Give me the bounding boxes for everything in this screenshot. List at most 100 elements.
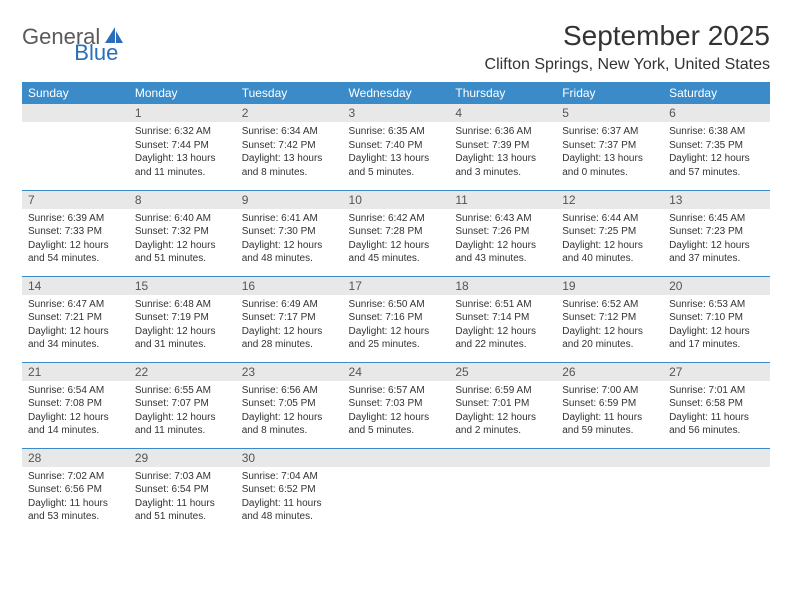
daynum-empty: [556, 449, 663, 467]
calendar-cell: 27Sunrise: 7:01 AMSunset: 6:58 PMDayligh…: [663, 362, 770, 448]
day-details: Sunrise: 6:38 AMSunset: 7:35 PMDaylight:…: [663, 122, 770, 183]
calendar-cell: 30Sunrise: 7:04 AMSunset: 6:52 PMDayligh…: [236, 448, 343, 534]
daylight-text: Daylight: 11 hours and 48 minutes.: [242, 497, 337, 524]
day-number: 20: [663, 277, 770, 295]
day-header: Thursday: [449, 82, 556, 104]
sunrise-text: Sunrise: 6:39 AM: [28, 212, 123, 226]
daylight-text: Daylight: 12 hours and 25 minutes.: [349, 325, 444, 352]
sunrise-text: Sunrise: 6:44 AM: [562, 212, 657, 226]
title-block: September 2025 Clifton Springs, New York…: [485, 20, 770, 74]
day-header: Wednesday: [343, 82, 450, 104]
calendar-week: 28Sunrise: 7:02 AMSunset: 6:56 PMDayligh…: [22, 448, 770, 534]
day-details: Sunrise: 6:41 AMSunset: 7:30 PMDaylight:…: [236, 209, 343, 270]
sunset-text: Sunset: 7:42 PM: [242, 139, 337, 153]
sunrise-text: Sunrise: 6:59 AM: [455, 384, 550, 398]
daylight-text: Daylight: 12 hours and 31 minutes.: [135, 325, 230, 352]
calendar-cell: 19Sunrise: 6:52 AMSunset: 7:12 PMDayligh…: [556, 276, 663, 362]
sunset-text: Sunset: 7:23 PM: [669, 225, 764, 239]
daynum-empty: [449, 449, 556, 467]
sunrise-text: Sunrise: 7:04 AM: [242, 470, 337, 484]
sunset-text: Sunset: 7:12 PM: [562, 311, 657, 325]
sunset-text: Sunset: 7:25 PM: [562, 225, 657, 239]
day-details: Sunrise: 7:04 AMSunset: 6:52 PMDaylight:…: [236, 467, 343, 528]
calendar-week: 21Sunrise: 6:54 AMSunset: 7:08 PMDayligh…: [22, 362, 770, 448]
day-details: Sunrise: 6:44 AMSunset: 7:25 PMDaylight:…: [556, 209, 663, 270]
daybody-empty: [343, 467, 450, 525]
day-details: Sunrise: 6:57 AMSunset: 7:03 PMDaylight:…: [343, 381, 450, 442]
day-details: Sunrise: 6:32 AMSunset: 7:44 PMDaylight:…: [129, 122, 236, 183]
daylight-text: Daylight: 12 hours and 40 minutes.: [562, 239, 657, 266]
calendar-cell: 22Sunrise: 6:55 AMSunset: 7:07 PMDayligh…: [129, 362, 236, 448]
sunset-text: Sunset: 7:08 PM: [28, 397, 123, 411]
sunset-text: Sunset: 6:59 PM: [562, 397, 657, 411]
calendar-cell: 21Sunrise: 6:54 AMSunset: 7:08 PMDayligh…: [22, 362, 129, 448]
calendar-cell: [663, 448, 770, 534]
sunrise-text: Sunrise: 6:51 AM: [455, 298, 550, 312]
day-number: 6: [663, 104, 770, 122]
daylight-text: Daylight: 12 hours and 17 minutes.: [669, 325, 764, 352]
daylight-text: Daylight: 12 hours and 5 minutes.: [349, 411, 444, 438]
sunset-text: Sunset: 7:19 PM: [135, 311, 230, 325]
day-number: 15: [129, 277, 236, 295]
day-header-row: Sunday Monday Tuesday Wednesday Thursday…: [22, 82, 770, 104]
calendar-page: General Blue September 2025 Clifton Spri…: [0, 0, 792, 554]
day-header: Friday: [556, 82, 663, 104]
day-number: 28: [22, 449, 129, 467]
calendar-cell: 20Sunrise: 6:53 AMSunset: 7:10 PMDayligh…: [663, 276, 770, 362]
header-row: General Blue September 2025 Clifton Spri…: [22, 20, 770, 74]
sunrise-text: Sunrise: 6:43 AM: [455, 212, 550, 226]
day-details: Sunrise: 6:55 AMSunset: 7:07 PMDaylight:…: [129, 381, 236, 442]
daylight-text: Daylight: 12 hours and 8 minutes.: [242, 411, 337, 438]
brand-logo: General Blue: [22, 20, 170, 50]
daylight-text: Daylight: 12 hours and 11 minutes.: [135, 411, 230, 438]
sunset-text: Sunset: 7:07 PM: [135, 397, 230, 411]
day-details: Sunrise: 6:56 AMSunset: 7:05 PMDaylight:…: [236, 381, 343, 442]
sunrise-text: Sunrise: 7:00 AM: [562, 384, 657, 398]
daylight-text: Daylight: 12 hours and 48 minutes.: [242, 239, 337, 266]
day-number: 26: [556, 363, 663, 381]
sunrise-text: Sunrise: 6:52 AM: [562, 298, 657, 312]
daylight-text: Daylight: 12 hours and 57 minutes.: [669, 152, 764, 179]
day-details: Sunrise: 6:43 AMSunset: 7:26 PMDaylight:…: [449, 209, 556, 270]
day-number: 25: [449, 363, 556, 381]
sunrise-text: Sunrise: 6:37 AM: [562, 125, 657, 139]
day-number: 12: [556, 191, 663, 209]
day-details: Sunrise: 6:54 AMSunset: 7:08 PMDaylight:…: [22, 381, 129, 442]
brand-part2: Blue: [74, 40, 118, 66]
sunrise-text: Sunrise: 6:42 AM: [349, 212, 444, 226]
sunrise-text: Sunrise: 6:54 AM: [28, 384, 123, 398]
day-number: 3: [343, 104, 450, 122]
sunset-text: Sunset: 7:39 PM: [455, 139, 550, 153]
day-number: 9: [236, 191, 343, 209]
day-number: 7: [22, 191, 129, 209]
day-number: 13: [663, 191, 770, 209]
calendar-cell: 18Sunrise: 6:51 AMSunset: 7:14 PMDayligh…: [449, 276, 556, 362]
calendar-cell: 4Sunrise: 6:36 AMSunset: 7:39 PMDaylight…: [449, 104, 556, 190]
daylight-text: Daylight: 11 hours and 51 minutes.: [135, 497, 230, 524]
daylight-text: Daylight: 11 hours and 59 minutes.: [562, 411, 657, 438]
calendar-cell: 12Sunrise: 6:44 AMSunset: 7:25 PMDayligh…: [556, 190, 663, 276]
sunrise-text: Sunrise: 7:03 AM: [135, 470, 230, 484]
sunset-text: Sunset: 7:14 PM: [455, 311, 550, 325]
sunset-text: Sunset: 7:05 PM: [242, 397, 337, 411]
day-details: Sunrise: 6:34 AMSunset: 7:42 PMDaylight:…: [236, 122, 343, 183]
sunrise-text: Sunrise: 6:40 AM: [135, 212, 230, 226]
daylight-text: Daylight: 11 hours and 56 minutes.: [669, 411, 764, 438]
sunset-text: Sunset: 7:40 PM: [349, 139, 444, 153]
sunset-text: Sunset: 6:58 PM: [669, 397, 764, 411]
day-details: Sunrise: 7:02 AMSunset: 6:56 PMDaylight:…: [22, 467, 129, 528]
calendar-cell: 15Sunrise: 6:48 AMSunset: 7:19 PMDayligh…: [129, 276, 236, 362]
sunset-text: Sunset: 7:28 PM: [349, 225, 444, 239]
sunrise-text: Sunrise: 6:49 AM: [242, 298, 337, 312]
calendar-cell: 5Sunrise: 6:37 AMSunset: 7:37 PMDaylight…: [556, 104, 663, 190]
day-header: Tuesday: [236, 82, 343, 104]
calendar-week: 7Sunrise: 6:39 AMSunset: 7:33 PMDaylight…: [22, 190, 770, 276]
calendar-cell: 10Sunrise: 6:42 AMSunset: 7:28 PMDayligh…: [343, 190, 450, 276]
calendar-week: 14Sunrise: 6:47 AMSunset: 7:21 PMDayligh…: [22, 276, 770, 362]
daylight-text: Daylight: 13 hours and 0 minutes.: [562, 152, 657, 179]
calendar-cell: 16Sunrise: 6:49 AMSunset: 7:17 PMDayligh…: [236, 276, 343, 362]
daylight-text: Daylight: 11 hours and 53 minutes.: [28, 497, 123, 524]
day-number: 21: [22, 363, 129, 381]
sunset-text: Sunset: 7:30 PM: [242, 225, 337, 239]
day-number: 19: [556, 277, 663, 295]
